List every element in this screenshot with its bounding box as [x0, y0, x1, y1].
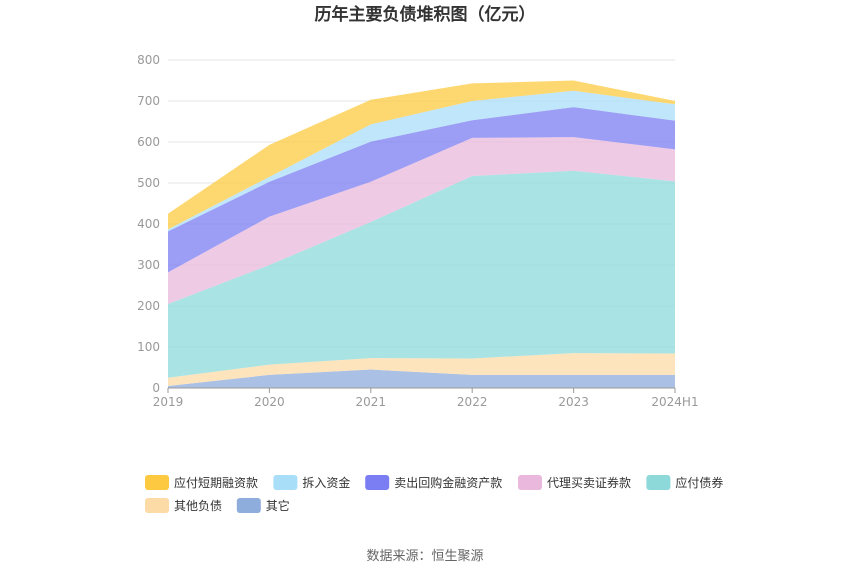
y-tick-label: 200 [137, 299, 160, 313]
legend-swatch [236, 498, 261, 513]
x-tick-label: 2021 [356, 395, 387, 409]
legend-label: 其他负债 [174, 499, 222, 513]
legend-swatch [145, 475, 169, 490]
legend-item[interactable]: 卖出回购金融资产款 [365, 475, 502, 490]
y-tick-label: 400 [137, 217, 160, 231]
chart-title: 历年主要负债堆积图（亿元） [315, 4, 536, 25]
legend-swatch [365, 475, 390, 490]
y-tick-label: 300 [137, 258, 160, 272]
legend-label: 代理买卖证券款 [547, 475, 631, 490]
y-tick-label: 600 [137, 135, 160, 149]
legend-item[interactable]: 应付债券 [646, 475, 723, 490]
areas [168, 80, 675, 388]
area-series-3 [168, 137, 675, 304]
legend-swatch [518, 475, 542, 490]
legend-item[interactable]: 应付短期融资款 [145, 475, 258, 490]
x-tick-label: 2023 [558, 395, 589, 409]
axes: 0 100 200 300 400 500 600 700 800 2019 2020 2021 202… [137, 53, 699, 409]
area-series-6 [168, 80, 675, 230]
legend-label: 卖出回购金融资产款 [394, 475, 502, 490]
x-tick-label: 2020 [254, 395, 285, 409]
legend-item[interactable]: 其它 [236, 498, 290, 513]
legend-item[interactable]: 拆入资金 [273, 475, 350, 490]
legend-label: 应付债券 [675, 475, 723, 490]
area-series-5 [168, 90, 675, 232]
legend-label: 应付短期融资款 [174, 475, 258, 490]
area-series-4 [168, 107, 675, 273]
y-tick-label: 100 [137, 340, 160, 354]
legend-swatch [273, 475, 298, 490]
legend-label: 拆入资金 [302, 475, 350, 490]
legend-label: 其它 [266, 498, 290, 513]
x-tick-label: 2019 [153, 395, 184, 409]
x-tick-label: 2022 [457, 395, 488, 409]
legend-item[interactable]: 代理买卖证券款 [518, 475, 631, 490]
area-series-0 [168, 369, 675, 388]
legend-item[interactable]: 其他负债 [145, 498, 222, 513]
area-series-2 [168, 170, 675, 378]
y-tick-label: 800 [137, 53, 160, 67]
y-tick-label: 500 [137, 176, 160, 190]
source-note: 数据来源：恒生聚源 [366, 549, 483, 564]
legend-swatch [646, 475, 671, 490]
x-tick-label: 2024H1 [651, 395, 698, 409]
y-tick-label: 700 [137, 94, 160, 108]
area-series-1 [168, 353, 675, 386]
y-tick-label: 0 [152, 381, 160, 395]
legend-swatch [145, 498, 169, 513]
